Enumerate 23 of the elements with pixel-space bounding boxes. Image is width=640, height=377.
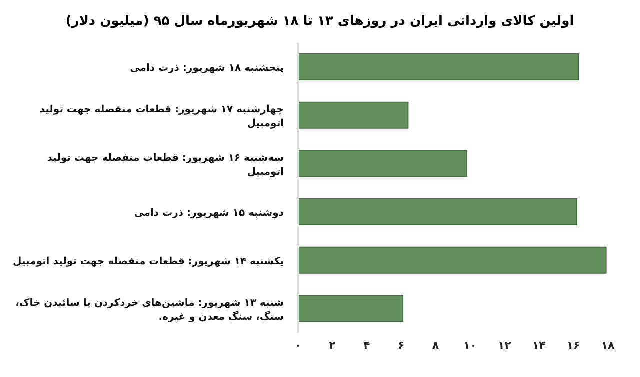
x-tick-label: ۱۰ (464, 338, 477, 352)
x-tick-label: ۱۶ (566, 338, 580, 352)
y-tick-label: یکشنبه ۱۴ شهریور: قطعات منفصله جهت تولید اتومبیل (13, 256, 284, 268)
y-tick-label: سه‌شنبه ۱۶ شهریور: قطعات منفصله جهت تولید اتومبیل (47, 152, 284, 178)
x-tick-label: ۲ (329, 338, 336, 352)
bar (298, 102, 409, 129)
x-tick-label: ۱۴ (532, 338, 546, 352)
x-tick-label: ۸ (432, 338, 440, 352)
bar (298, 54, 580, 80)
x-tick-label: ۶ (398, 338, 405, 352)
y-tick-label: شنبه ۱۳ شهریور: ماشین‌های خردکردن یا سائیدن خاک، سنگ، سنگ معدن و غیره. (16, 298, 284, 323)
y-tick-label: دوشنبه ۱۵ شهریور: ذرت دامی (134, 208, 284, 220)
x-tick-label: ۴ (364, 338, 371, 352)
x-tick-label: ۱۸ (601, 338, 615, 352)
bar (298, 246, 607, 274)
y-tick-label: پنجشنبه ۱۸ شهریور: ذرت دامی (130, 63, 284, 74)
chart-title: اولین کالای وارداتی ایران در روزهای ۱۳ تا ۱۸ شهریورماه سال ۹۵ (میلیون دلار) (64, 13, 576, 31)
x-tick-label: ۱۲ (498, 338, 512, 352)
y-tick-label: چهارشنبه ۱۷ شهریور: قطعات منفصله جهت تولید اتومبیل (40, 104, 284, 130)
bar (298, 295, 404, 322)
bar (298, 198, 578, 226)
x-tick-label: ۰ (294, 338, 302, 352)
bar (298, 150, 468, 178)
